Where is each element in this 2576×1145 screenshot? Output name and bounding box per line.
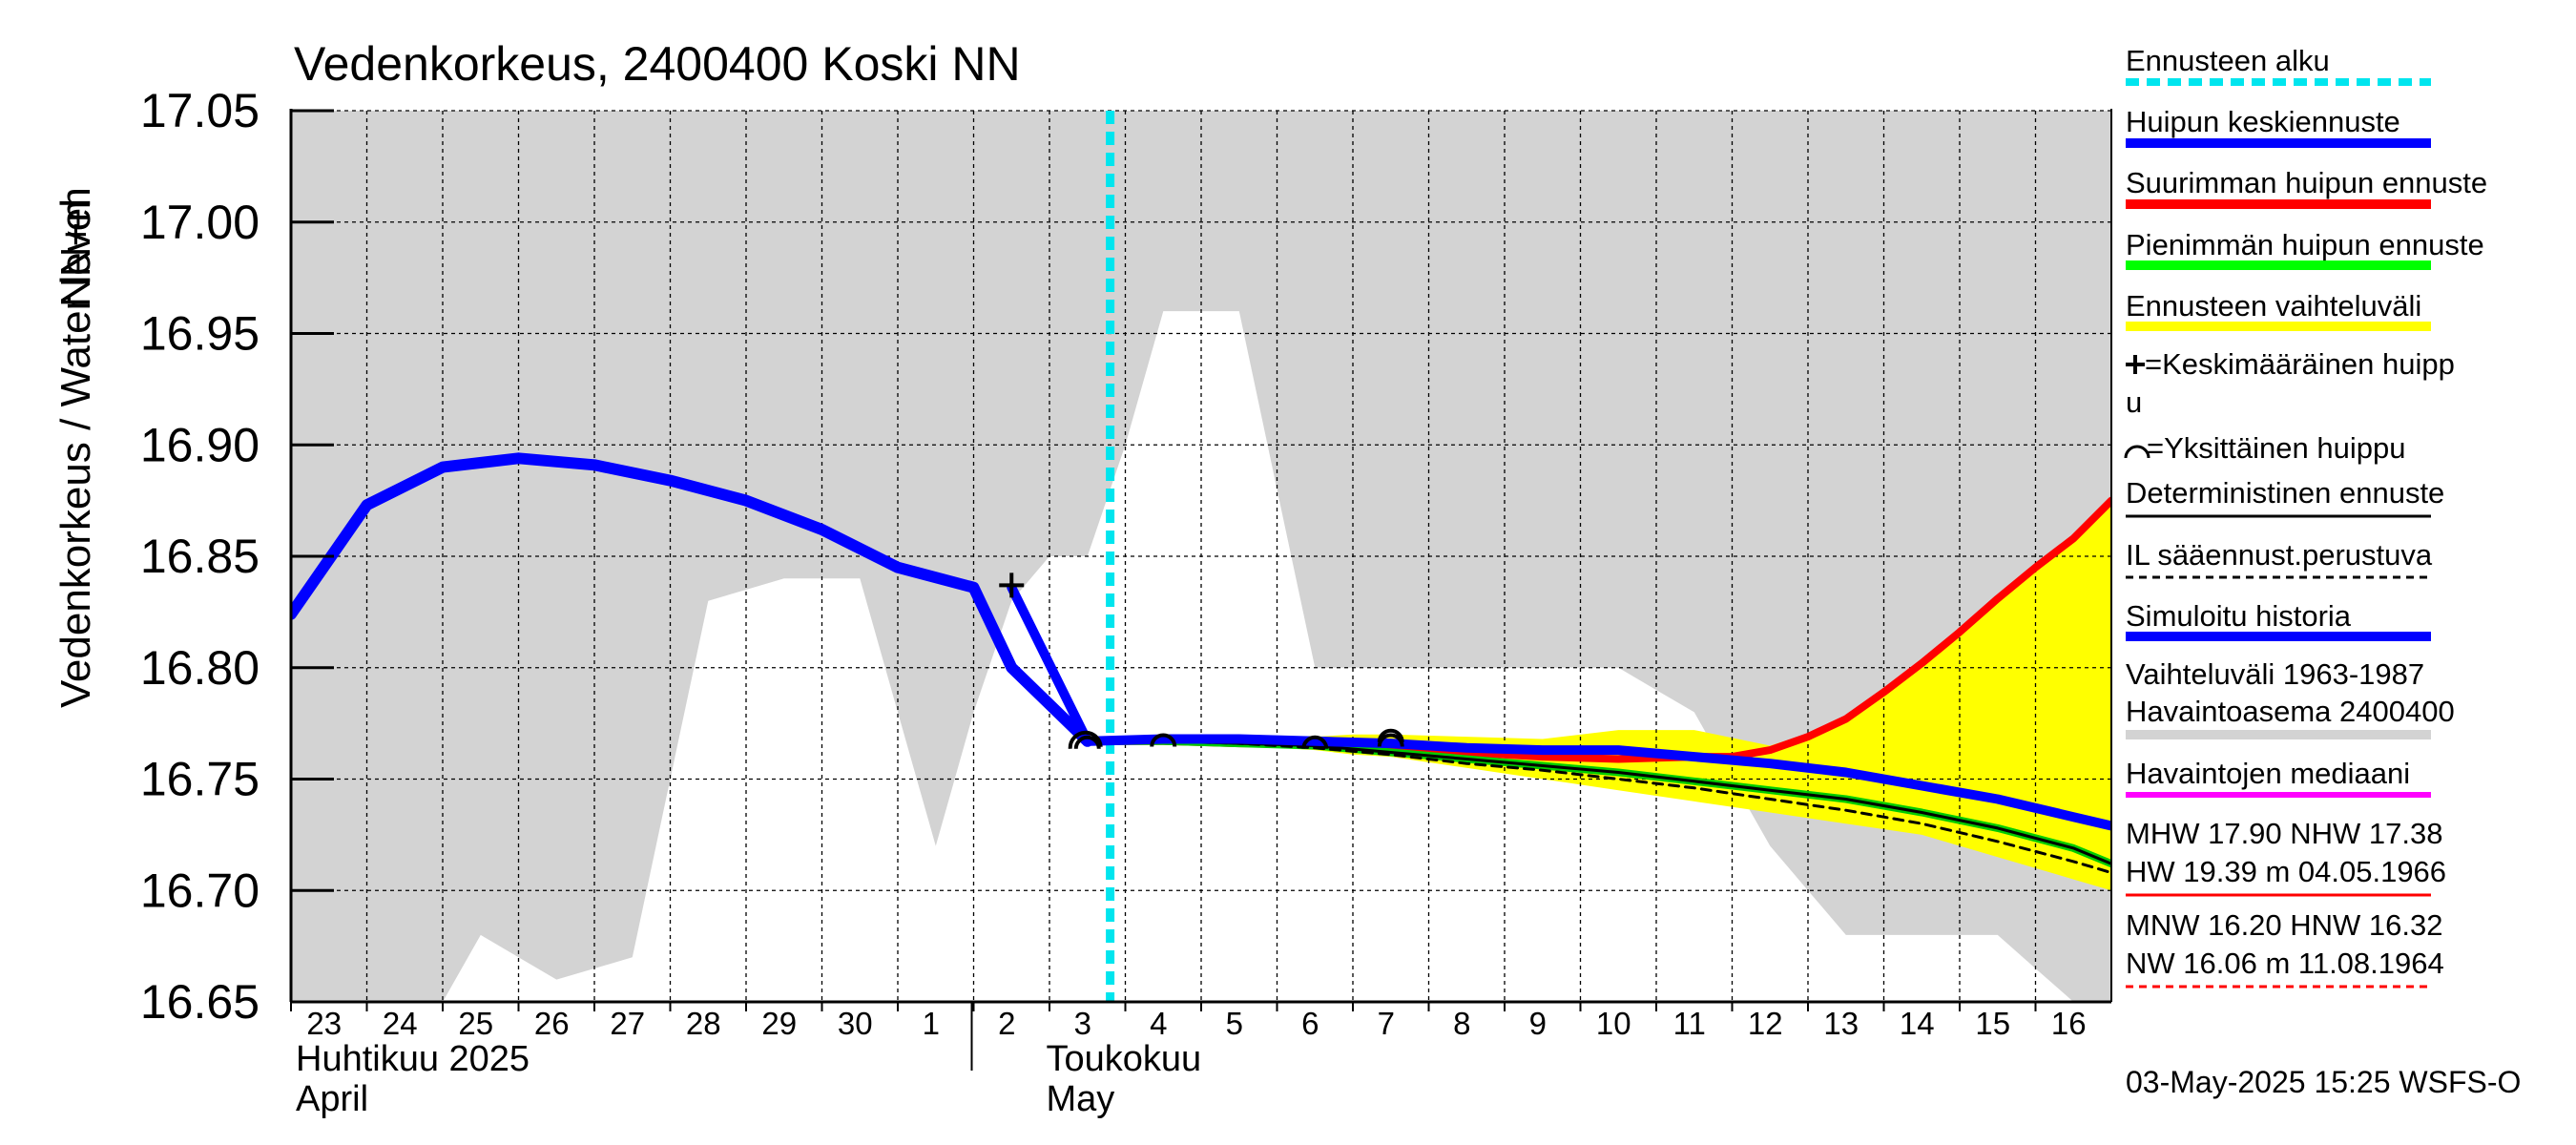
- series-line-0: [291, 452, 1093, 747]
- single-peak-marker: [1301, 735, 1329, 749]
- single-peak-marker: [1150, 733, 1177, 747]
- y-tick-label: 16.75: [140, 753, 260, 806]
- x-tick-label: 6: [1301, 1006, 1319, 1041]
- x-tick-label: 27: [610, 1006, 645, 1041]
- legend-label: Ennusteen vaihteluväli: [2126, 289, 2421, 323]
- legend-label: MNW 16.20 HNW 16.32: [2126, 908, 2443, 942]
- y-axis-label: Vedenkorkeus / Water level: [52, 198, 99, 708]
- x-tick-label: 28: [686, 1006, 721, 1041]
- single-peak-marker: [1068, 730, 1103, 749]
- y-tick-label: 16.70: [140, 864, 260, 917]
- legend-label: IL sääennust.perustuva: [2126, 538, 2433, 572]
- y-tick-label: 17.05: [140, 84, 260, 137]
- x-tick-label: 10: [1596, 1006, 1631, 1041]
- x-tick-label: 9: [1529, 1006, 1547, 1041]
- series-line-5: [1007, 582, 2111, 831]
- y-axis-unit: NN+m: [52, 187, 99, 307]
- x-tick-label: 23: [306, 1006, 342, 1041]
- y-tick-label: 16.80: [140, 641, 260, 695]
- y-tick-label: 16.85: [140, 530, 260, 583]
- x-tick-label: 1: [923, 1006, 940, 1041]
- legend-label: Huipun keskiennuste: [2126, 105, 2400, 138]
- legend-label: Ennusteen alku: [2126, 44, 2330, 77]
- x-tick-label: 15: [1975, 1006, 2010, 1041]
- legend-label: =Keskimääräinen huipp: [2145, 347, 2455, 381]
- x-tick-label: 4: [1150, 1006, 1167, 1041]
- x-tick-label: 12: [1748, 1006, 1783, 1041]
- month-label-fi: Toukokuu: [1047, 1039, 1202, 1079]
- legend-label: HW 19.39 m 04.05.1966: [2126, 855, 2446, 888]
- y-tick-label: 17.00: [140, 196, 260, 249]
- x-tick-label: 5: [1226, 1006, 1243, 1041]
- single-peak-marker: [1073, 735, 1101, 749]
- x-tick-label: 25: [458, 1006, 493, 1041]
- legend-label: =Yksittäinen huippu: [2147, 431, 2405, 465]
- chart-title: Vedenkorkeus, 2400400 Koski NN: [294, 37, 1021, 91]
- legend-label: Simuloitu historia: [2126, 599, 2352, 633]
- x-tick-label: 26: [534, 1006, 570, 1041]
- x-tick-label: 8: [1453, 1006, 1470, 1041]
- x-tick-label: 2: [998, 1006, 1015, 1041]
- x-tick-label: 3: [1074, 1006, 1091, 1041]
- legend-label: Havaintoasema 2400400: [2126, 695, 2455, 728]
- legend-single-peak-symbol: [2124, 445, 2150, 459]
- x-tick-label: 11: [1673, 1006, 1706, 1041]
- x-tick-label: 16: [2051, 1006, 2087, 1041]
- x-tick-label: 13: [1823, 1006, 1859, 1041]
- legend-label: Deterministinen ennuste: [2126, 476, 2444, 510]
- x-tick-label: 29: [761, 1006, 797, 1041]
- y-tick-label: 16.95: [140, 307, 260, 361]
- month-label-fi: Huhtikuu 2025: [296, 1039, 530, 1079]
- footer-timestamp: 03-May-2025 15:25 WSFS-O: [2126, 1065, 2521, 1099]
- legend-label: u: [2126, 385, 2142, 419]
- month-label-en: April: [296, 1079, 368, 1119]
- y-tick-label: 16.65: [140, 975, 260, 1029]
- x-tick-label: 7: [1378, 1006, 1395, 1041]
- x-tick-label: 14: [1900, 1006, 1935, 1041]
- legend-label: NW 16.06 m 11.08.1964: [2126, 947, 2444, 980]
- y-tick-label: 16.90: [140, 418, 260, 471]
- legend-label: Suurimman huipun ennuste: [2126, 166, 2487, 199]
- legend-label: Havaintojen mediaani: [2126, 757, 2410, 790]
- month-label-en: May: [1047, 1079, 1115, 1119]
- forecast-range-band: [1087, 500, 2111, 891]
- legend-label: Pienimmän huipun ennuste: [2126, 228, 2484, 261]
- legend-label: MHW 17.90 NHW 17.38: [2126, 817, 2443, 850]
- single-peak-marker: [1377, 728, 1404, 742]
- x-tick-label: 24: [383, 1006, 418, 1041]
- series-line-4: [1086, 739, 2111, 875]
- legend-label: Vaihteluväli 1963-1987: [2126, 657, 2424, 691]
- single-peak-marker: [1377, 733, 1404, 747]
- x-tick-label: 30: [838, 1006, 873, 1041]
